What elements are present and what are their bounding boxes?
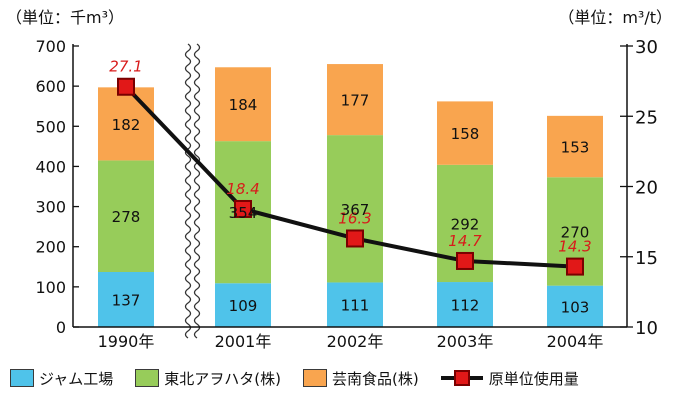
line-value-label: 18.4: [226, 180, 259, 198]
legend-label: ジャム工場: [39, 369, 114, 388]
bar-value-label: 270: [561, 223, 590, 241]
right-tick-label: 10: [635, 318, 658, 339]
bar-value-label: 354: [229, 204, 258, 222]
line-marker: [234, 199, 252, 218]
left-tick-label: 700: [35, 37, 66, 56]
axis-break: [184, 42, 201, 339]
line-value-label: 14.3: [558, 238, 591, 256]
bar-segment: [215, 67, 271, 142]
left-tick-label: 0: [56, 318, 66, 337]
break-line: [184, 43, 192, 339]
bar-segment: [547, 115, 603, 178]
right-tick-label: 25: [635, 107, 658, 128]
right-axis-unit: （単位：m³/t）: [558, 8, 672, 27]
bar-value-label: 137: [112, 292, 141, 310]
left-tick-label: 500: [35, 117, 66, 136]
legend-marker: [453, 370, 470, 386]
right-tick-label: 15: [635, 248, 658, 269]
bar-segment: [547, 285, 603, 327]
bar-value-label: 184: [229, 96, 258, 114]
right-tick-label: 30: [635, 37, 658, 58]
bar-value-label: 182: [112, 116, 141, 134]
left-tick-label: 300: [35, 198, 66, 217]
bar-segment: [437, 282, 493, 327]
line-layer: 27.1 18.4 16.3 14.7 14.3: [109, 58, 592, 276]
line-marker: [346, 229, 364, 248]
bar-value-label: 109: [229, 297, 258, 315]
bar-segment: [215, 283, 271, 327]
bar-value-label: 158: [451, 125, 480, 143]
bar-segment: [98, 87, 154, 161]
bar-value-label: 112: [451, 297, 480, 315]
left-tick-label: 400: [35, 157, 66, 176]
chart: 0 100 200 300 400 500 600 700 10 15 20 25 30 1990年 200…: [35, 37, 657, 351]
bar-value-label: 278: [112, 208, 141, 226]
break-line: [193, 43, 201, 339]
bar-value-label: 367: [341, 201, 370, 219]
line-marker: [566, 257, 584, 276]
line-marker: [456, 251, 474, 270]
category-label: 2001年: [215, 332, 272, 351]
left-tick-label: 600: [35, 77, 66, 96]
legend: ジャム工場 東北アヲハタ(株) 芸南食品(株) 原単位使用量: [10, 366, 601, 390]
legend-swatch: [10, 369, 34, 387]
legend-swatch: [302, 369, 327, 387]
line-value-label: 16.3: [338, 209, 371, 227]
labels-layer: 137 278 182 109 354 184 111 367 177 112 292 158 103 2…: [112, 92, 590, 317]
category-label: 2004年: [547, 332, 604, 351]
line-value-label: 14.7: [448, 232, 482, 250]
line-marker: [117, 77, 135, 96]
bar-value-label: 153: [561, 139, 590, 157]
bar-value-label: 103: [561, 298, 590, 316]
bar-segment: [437, 101, 493, 165]
left-axis-unit: （単位：千m³）: [6, 8, 125, 27]
category-label: 1990年: [98, 332, 155, 351]
axes-layer: 0 100 200 300 400 500 600 700 10 15 20 25 30 1990年 200…: [35, 37, 657, 351]
bar-segment: [327, 135, 383, 283]
legend-item: 芸南食品(株): [302, 368, 419, 389]
line-value-label: 27.1: [109, 58, 142, 76]
right-tick-label: 20: [635, 178, 658, 199]
legend-label: 原単位使用量: [488, 369, 579, 388]
legend-label: 東北アヲハタ(株): [164, 369, 281, 388]
bar-segment: [98, 272, 154, 327]
legend-label: 芸南食品(株): [331, 369, 419, 388]
bar-value-label: 177: [341, 92, 370, 110]
legend-line-marker: [440, 369, 483, 387]
left-tick-label: 100: [35, 278, 66, 297]
category-label: 2002年: [327, 332, 384, 351]
bar-value-label: 292: [451, 215, 480, 233]
bar-segment: [98, 160, 154, 273]
category-label: 2003年: [437, 332, 494, 351]
bar-segment: [327, 282, 383, 327]
legend-item: 東北アヲハタ(株): [135, 368, 281, 389]
left-tick-label: 200: [35, 238, 66, 257]
legend-item: ジャム工場: [10, 368, 113, 389]
bar-segment: [327, 64, 383, 136]
legend-swatch: [135, 369, 160, 387]
legend-item: 原単位使用量: [440, 368, 579, 389]
bar-value-label: 111: [341, 297, 370, 315]
